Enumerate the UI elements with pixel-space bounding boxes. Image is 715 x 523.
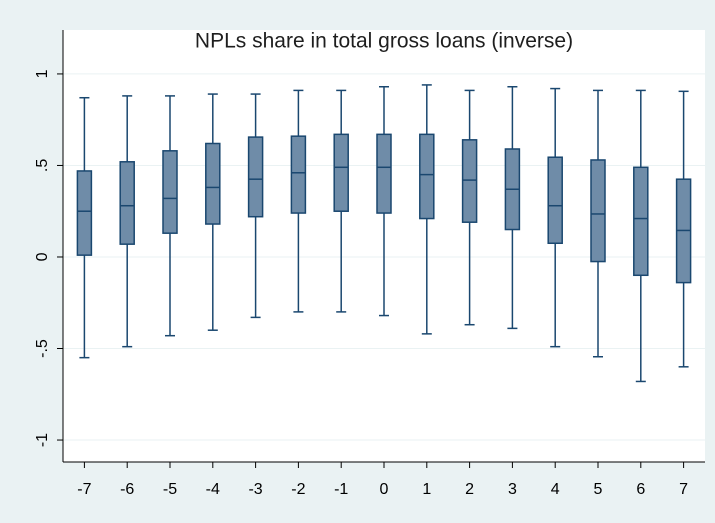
x-tick-label: -2 [291,481,305,498]
x-tick-label: -3 [248,481,262,498]
box [162,150,178,234]
box [247,136,264,218]
y-tick-label: .5 [34,159,51,172]
box [590,159,606,263]
x-tick-label: 6 [636,481,645,498]
x-tick-label: -4 [206,481,220,498]
chart-title: NPLs share in total gross loans (inverse… [195,30,573,53]
x-tick-label: -7 [77,481,91,498]
y-tick-label: 1 [34,69,51,78]
x-tick-label: 4 [551,481,560,498]
box [290,135,307,214]
box [419,133,435,220]
y-tick-label: 0 [34,252,51,261]
x-tick-label: 7 [679,481,688,498]
x-tick-label: 3 [508,481,517,498]
x-tick-label: -6 [120,481,134,498]
box [76,170,93,256]
box [205,142,221,225]
box [376,133,392,214]
box [333,133,349,212]
box [547,156,563,245]
box [633,166,649,277]
x-tick-label: -1 [334,481,348,498]
x-tick-label: 0 [380,481,389,498]
x-tick-label: 5 [594,481,603,498]
box [119,161,135,245]
y-tick-label: -1 [34,433,51,447]
y-tick-label: -.5 [34,339,51,358]
x-tick-label: -5 [163,481,177,498]
x-tick-label: 1 [422,481,431,498]
box [461,139,478,223]
x-tick-label: 2 [465,481,474,498]
